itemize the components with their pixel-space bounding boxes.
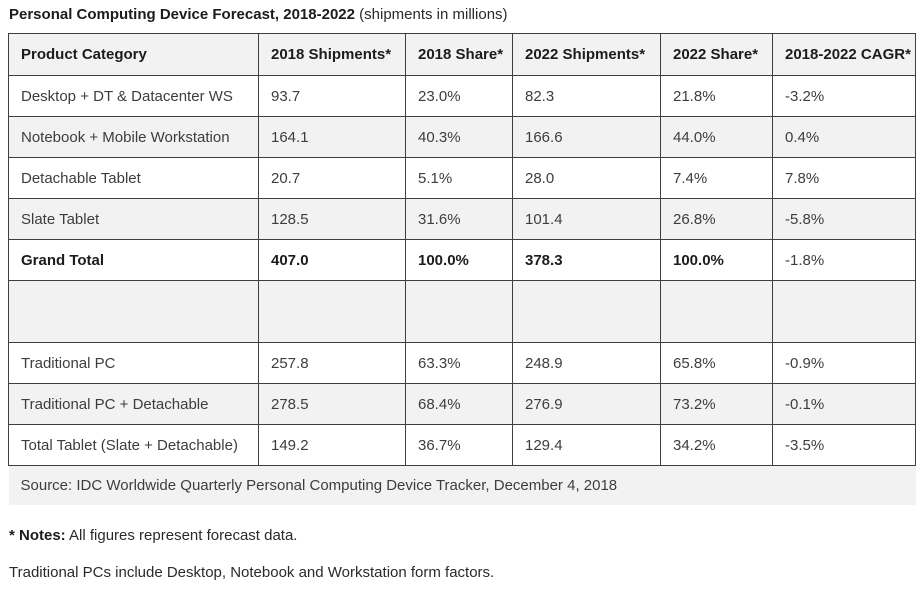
cell-category: Grand Total	[8, 239, 259, 281]
cell-2018-share: 40.3%	[405, 116, 513, 158]
cell-empty	[8, 280, 259, 343]
cell-2022-shipments: 378.3	[512, 239, 661, 281]
table-row-detachable-tablet: Detachable Tablet 20.7 5.1% 28.0 7.4% 7.…	[8, 157, 916, 199]
cell-cagr: -0.9%	[772, 342, 916, 384]
col-header-2022-share: 2022 Share*	[660, 33, 773, 76]
page-title: Personal Computing Device Forecast, 2018…	[8, 0, 911, 33]
source-row: Source: IDC Worldwide Quarterly Personal…	[8, 465, 916, 505]
title-suffix: (shipments in millions)	[354, 6, 508, 23]
notes-section: * Notes: All figures represent forecast …	[8, 526, 911, 582]
table-row-grand-total: Grand Total 407.0 100.0% 378.3 100.0% -1…	[8, 239, 916, 281]
notes-text: All figures represent forecast data.	[65, 526, 298, 544]
cell-category: Detachable Tablet	[8, 157, 259, 199]
cell-2022-shipments: 101.4	[512, 198, 661, 240]
page: Personal Computing Device Forecast, 2018…	[8, 0, 916, 582]
table-row-slate-tablet: Slate Tablet 128.5 31.6% 101.4 26.8% -5.…	[8, 198, 916, 240]
cell-2018-share: 5.1%	[405, 157, 513, 199]
cell-category: Traditional PC + Detachable	[8, 383, 259, 425]
col-header-2018-shipments: 2018 Shipments*	[258, 33, 406, 76]
cell-cagr: -5.8%	[772, 198, 916, 240]
table-row-notebook: Notebook + Mobile Workstation 164.1 40.3…	[8, 116, 916, 158]
cell-cagr: -1.8%	[772, 239, 916, 281]
header-row: Product Category 2018 Shipments* 2018 Sh…	[8, 33, 916, 76]
cell-2018-share: 31.6%	[405, 198, 513, 240]
col-header-2022-shipments: 2022 Shipments*	[512, 33, 661, 76]
cell-2022-share: 21.8%	[660, 75, 773, 117]
cell-2022-shipments: 166.6	[512, 116, 661, 158]
forecast-table: Product Category 2018 Shipments* 2018 Sh…	[8, 33, 916, 505]
table-row-desktop: Desktop + DT & Datacenter WS 93.7 23.0% …	[8, 75, 916, 117]
cell-empty	[772, 280, 916, 343]
cell-2018-share: 100.0%	[405, 239, 513, 281]
col-header-2018-share: 2018 Share*	[405, 33, 513, 76]
cell-category: Total Tablet (Slate + Detachable)	[8, 424, 259, 466]
cell-2022-shipments: 28.0	[512, 157, 661, 199]
cell-cagr: -3.5%	[772, 424, 916, 466]
cell-2022-share: 7.4%	[660, 157, 773, 199]
cell-2018-share: 23.0%	[405, 75, 513, 117]
cell-2018-shipments: 257.8	[258, 342, 406, 384]
cell-2018-shipments: 149.2	[258, 424, 406, 466]
cell-cagr: 0.4%	[772, 116, 916, 158]
cell-2022-share: 34.2%	[660, 424, 773, 466]
cell-2018-shipments: 128.5	[258, 198, 406, 240]
cell-2018-share: 68.4%	[405, 383, 513, 425]
cell-2018-shipments: 407.0	[258, 239, 406, 281]
cell-2022-share: 26.8%	[660, 198, 773, 240]
cell-empty	[660, 280, 773, 343]
col-header-cagr: 2018-2022 CAGR*	[772, 33, 916, 76]
cell-2022-shipments: 82.3	[512, 75, 661, 117]
cell-empty	[405, 280, 513, 343]
cell-empty	[512, 280, 661, 343]
cell-2022-share: 100.0%	[660, 239, 773, 281]
cell-2018-shipments: 20.7	[258, 157, 406, 199]
cell-2018-shipments: 164.1	[258, 116, 406, 158]
cell-category: Slate Tablet	[8, 198, 259, 240]
cell-category: Traditional PC	[8, 342, 259, 384]
cell-cagr: -3.2%	[772, 75, 916, 117]
cell-category: Notebook + Mobile Workstation	[8, 116, 259, 158]
cell-2022-shipments: 129.4	[512, 424, 661, 466]
cell-cagr: -0.1%	[772, 383, 916, 425]
cell-2018-share: 63.3%	[405, 342, 513, 384]
table-row-total-tablet: Total Tablet (Slate + Detachable) 149.2 …	[8, 424, 916, 466]
cell-cagr: 7.8%	[772, 157, 916, 199]
table-row-traditional-pc: Traditional PC 257.8 63.3% 248.9 65.8% -…	[8, 342, 916, 384]
cell-2018-share: 36.7%	[405, 424, 513, 466]
footnote-line: Traditional PCs include Desktop, Noteboo…	[9, 563, 495, 581]
cell-category: Desktop + DT & Datacenter WS	[8, 75, 259, 117]
notes-line: * Notes: All figures represent forecast …	[9, 526, 911, 545]
cell-2022-share: 65.8%	[660, 342, 773, 384]
cell-empty	[258, 280, 406, 343]
spacer-row	[8, 280, 916, 343]
cell-2018-shipments: 278.5	[258, 383, 406, 425]
cell-2022-shipments: 248.9	[512, 342, 661, 384]
notes-label: * Notes:	[9, 526, 66, 544]
cell-2022-share: 44.0%	[660, 116, 773, 158]
source-text: Source: IDC Worldwide Quarterly Personal…	[8, 465, 916, 505]
cell-2018-shipments: 93.7	[258, 75, 406, 117]
title-main: Personal Computing Device Forecast, 2018…	[9, 6, 355, 23]
table-row-traditional-pc-detachable: Traditional PC + Detachable 278.5 68.4% …	[8, 383, 916, 425]
col-header-product-category: Product Category	[8, 33, 259, 76]
cell-2022-share: 73.2%	[660, 383, 773, 425]
cell-2022-shipments: 276.9	[512, 383, 661, 425]
